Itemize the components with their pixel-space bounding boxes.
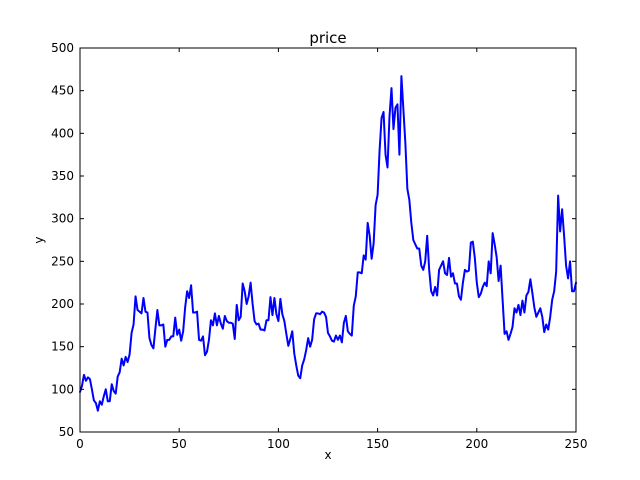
y-tick-label: 250 (51, 254, 74, 268)
y-tick-label: 350 (51, 169, 74, 183)
x-axis-ticks: 0 50 100 150 200 250 (76, 48, 587, 451)
y-tick-label: 200 (51, 297, 74, 311)
x-tick-label: 200 (465, 437, 488, 451)
x-tick-label: 100 (267, 437, 290, 451)
y-tick-label: 150 (51, 340, 74, 354)
y-tick-label: 450 (51, 84, 74, 98)
x-tick-label: 50 (172, 437, 187, 451)
series-line-0 (79, 75, 577, 412)
y-tick-label: 300 (51, 212, 74, 226)
x-tick-label: 150 (366, 437, 389, 451)
y-tick-label: 50 (59, 425, 74, 439)
x-tick-label: 0 (76, 437, 84, 451)
axes-frame (79, 47, 577, 433)
y-tick-label: 500 (51, 41, 74, 55)
y-tick-label: 400 (51, 126, 74, 140)
y-tick-label: 100 (51, 382, 74, 396)
plot-area (79, 75, 577, 412)
x-axis-label: x (324, 448, 331, 462)
x-tick-label: 250 (565, 437, 588, 451)
chart-title: price (309, 29, 346, 47)
y-axis-label: y (32, 236, 46, 243)
